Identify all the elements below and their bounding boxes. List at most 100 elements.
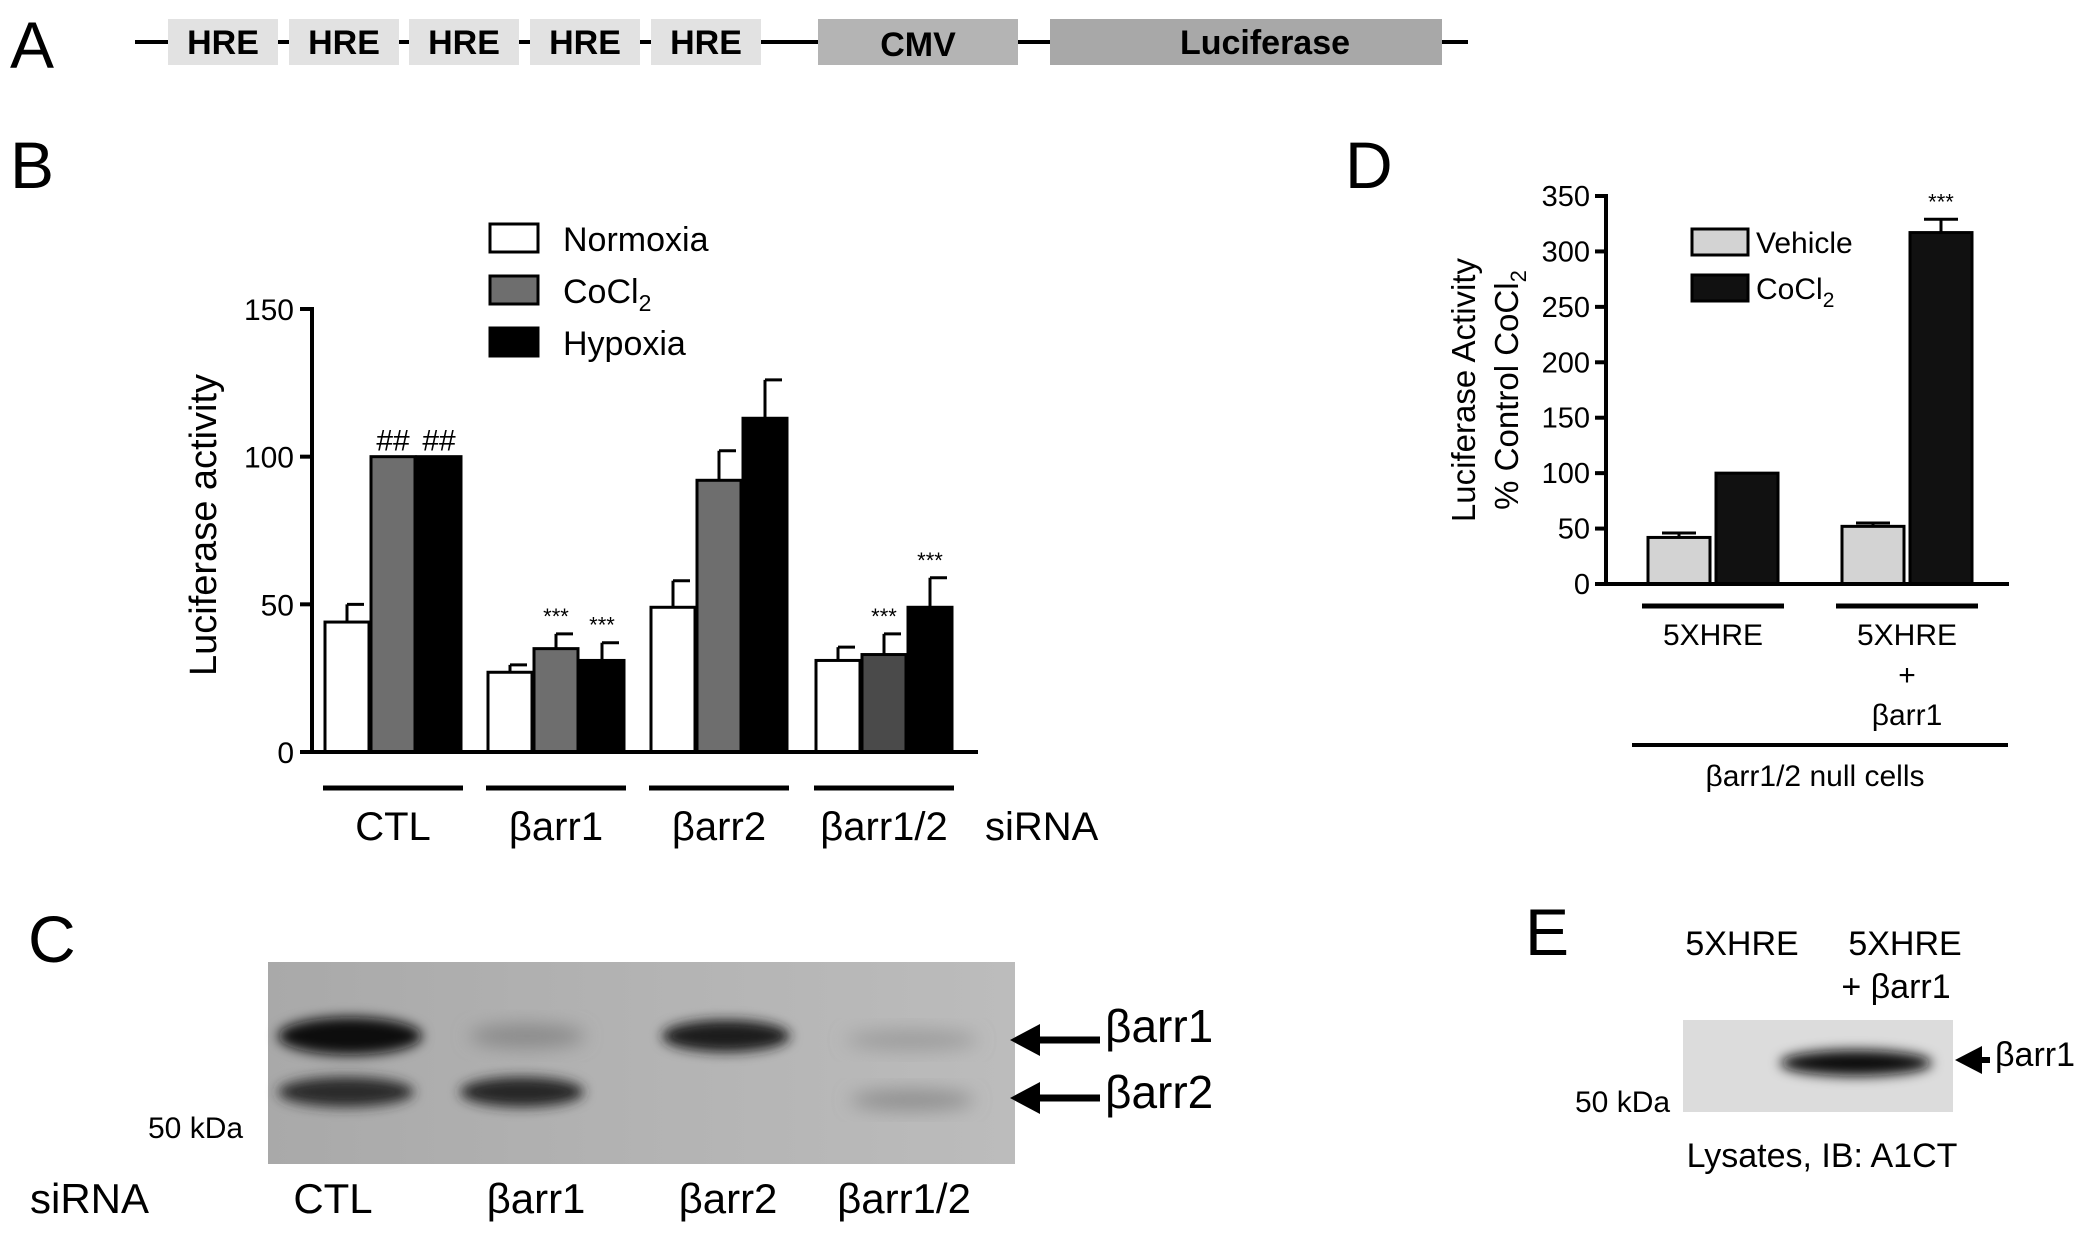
chart-b-bar-arr2-hypoxia — [741, 416, 789, 754]
blot-c-row-label: siRNA — [30, 1175, 149, 1222]
chart-d-ytick-label-200: 200 — [1542, 347, 1590, 379]
chart-b-legend-swatch-normoxia — [488, 222, 540, 254]
hre-box-3 — [409, 19, 519, 65]
chart-b-bar-ctl-hypoxia — [415, 455, 463, 754]
band-ctl-barr1 — [278, 1017, 422, 1055]
construct-cmv: CMV — [818, 19, 1018, 65]
chart-b-ytick-label-50: 50 — [261, 589, 294, 622]
chart-d-bar-5xhre-arr1-vehicle — [1840, 524, 1906, 586]
chart-b-bar-ctl-cocl2 — [369, 455, 417, 754]
chart-d-category-5xhre-arr1-line2: + — [1898, 659, 1916, 692]
chart-b-x-suffix: siRNA — [985, 805, 1099, 849]
chart-b-annotation-arr1-2-cocl2: *** — [871, 604, 897, 629]
legend-label-hypoxia: Hypoxia — [563, 325, 686, 363]
chart-b-annotation-arr1-cocl2: *** — [543, 604, 569, 629]
blot-c-lane-barr1: βarr1 — [487, 1175, 586, 1222]
chart-d-ytick-label-300: 300 — [1542, 236, 1590, 268]
legend-label-vehicle: Vehicle — [1756, 227, 1853, 260]
blot-c-bands — [278, 1017, 978, 1110]
blot-e-lane-1: 5XHRE — [1685, 925, 1798, 963]
chart-d-category-5xhre-arr1-line3: βarr1 — [1872, 699, 1943, 732]
chart-b-ytick-label-150: 150 — [244, 294, 294, 327]
cmv-box — [818, 19, 1018, 65]
blot-e-lane-2-line1: 5XHRE — [1848, 925, 1961, 963]
chart-b-yticks: 0 50 100 150 — [244, 294, 312, 770]
hre-label-3: HRE — [428, 24, 500, 62]
blot-c-label-barr2: βarr2 — [1105, 1066, 1213, 1118]
blot-e-lane-2-line2: + βarr1 — [1841, 968, 1950, 1006]
blot-c-membrane — [268, 962, 1015, 1164]
cmv-label: CMV — [880, 26, 956, 64]
chart-b-categories: CTL βarr1 βarr2 βarr1/2 — [323, 785, 954, 849]
chart-b: Luciferase activity Normoxia CoCl2 Hypoxia… — [183, 221, 1099, 849]
chart-b-legend: Normoxia CoCl2 Hypoxia — [488, 221, 709, 363]
chart-b-legend-swatch-hypoxia — [488, 326, 540, 358]
chart-d-ylabel-line1: Luciferase Activity — [1445, 257, 1482, 522]
chart-b-ylabel: Luciferase activity — [183, 374, 225, 676]
panel-label-d: D — [1345, 128, 1393, 202]
chart-d-annotation-5xhre-arr1-cocl2: *** — [1928, 189, 1954, 214]
chart-d-ytick-label-150: 150 — [1542, 403, 1590, 435]
panel-label-c: C — [28, 902, 76, 976]
chart-d-ylabel-line2: % Control CoCl2 — [1488, 270, 1531, 510]
chart-b-bar-arr2-cocl2 — [695, 478, 743, 754]
blot-c-label-barr1: βarr1 — [1105, 1000, 1213, 1052]
chart-b-annotation-ctl-hypoxia: ## — [422, 425, 456, 458]
chart-b-bar-arr1-2-normoxia — [814, 658, 862, 754]
chart-d-categories: 5XHRE 5XHRE + βarr1 — [1642, 603, 1978, 732]
chart-d-bars: *** — [1646, 189, 1974, 586]
blot-e-caption: Lysates, IB: A1CT — [1687, 1137, 1958, 1175]
chart-d-legend-swatch-cocl2 — [1690, 273, 1750, 303]
chart-d-category-5xhre-arr1-line1: 5XHRE — [1857, 619, 1957, 652]
legend-label-cocl2: CoCl2 — [1756, 273, 1834, 312]
hre-label-2: HRE — [308, 24, 380, 62]
panel-label-b: B — [10, 128, 54, 202]
chart-b-axes — [310, 307, 978, 754]
chart-d-category-5xhre-line1: 5XHRE — [1663, 619, 1763, 652]
hre-label-4: HRE — [549, 24, 621, 62]
chart-d-yticks: 0 50 100 150 200 250 300 350 — [1542, 181, 1606, 601]
panel-label-a: A — [10, 8, 54, 82]
chart-b-annotation-ctl-cocl2: ## — [376, 425, 410, 458]
construct-luciferase: Luciferase — [1050, 19, 1442, 65]
chart-d-bar-5xhre-vehicle — [1646, 535, 1712, 586]
construct-hre-4: HRE — [530, 19, 640, 65]
chart-b-bar-arr1-normoxia — [486, 670, 534, 754]
band-ctl-barr2 — [278, 1077, 414, 1107]
blot-c-lane-barr12: βarr1/2 — [837, 1175, 971, 1222]
chart-b-category-ctl: CTL — [355, 805, 431, 849]
blot-e-arrow — [1955, 1046, 1990, 1074]
blot-e: 5XHRE 5XHRE + βarr1 βarr1 50 kDa Lysates… — [1575, 925, 2075, 1175]
chart-d-ytick-label-350: 350 — [1542, 181, 1590, 213]
chart-b-bar-arr1-hypoxia — [578, 658, 626, 754]
blot-e-band-label: βarr1 — [1995, 1036, 2075, 1074]
chart-d: Luciferase Activity % Control CoCl2 Vehi… — [1445, 181, 2009, 793]
luciferase-label: Luciferase — [1180, 24, 1350, 62]
band-barr12-barr2 — [850, 1090, 974, 1110]
legend-label-normoxia: Normoxia — [563, 221, 709, 259]
chart-d-ytick-label-250: 250 — [1542, 292, 1590, 324]
hre-box-1 — [168, 19, 278, 65]
chart-b-ytick-label-0: 0 — [277, 737, 294, 770]
construct-diagram: HRE HRE HRE HRE HRE CMV Luciferase — [135, 19, 1468, 65]
chart-b-bar-arr1-2-cocl2 — [860, 653, 908, 754]
legend-label-cocl2: CoCl2 — [563, 273, 651, 316]
chart-d-ytick-label-50: 50 — [1558, 514, 1590, 546]
panel-label-e: E — [1525, 895, 1569, 969]
blot-c-marker: 50 kDa — [148, 1112, 243, 1145]
blot-c-arrow-barr1 — [1010, 1024, 1100, 1056]
chart-b-bar-ctl-normoxia — [323, 620, 371, 754]
chart-b-ytick-label-100: 100 — [244, 442, 294, 475]
hre-box-2 — [289, 19, 399, 65]
chart-d-ytick-label-0: 0 — [1574, 569, 1590, 601]
chart-d-legend-swatch-vehicle — [1690, 227, 1750, 257]
chart-d-group-label: βarr1/2 null cells — [1705, 760, 1924, 793]
blot-c-lane-ctl: CTL — [293, 1175, 372, 1222]
hre-box-5 — [651, 19, 761, 65]
chart-b-bar-arr2-normoxia — [649, 605, 697, 754]
blot-e-band — [1780, 1050, 1932, 1076]
luciferase-box — [1050, 19, 1442, 65]
chart-d-bar-5xhre-arr1-cocl2 — [1908, 231, 1974, 586]
chart-b-bars: ## ## *** *** *** *** — [323, 378, 954, 754]
band-barr2-barr1 — [662, 1020, 790, 1052]
